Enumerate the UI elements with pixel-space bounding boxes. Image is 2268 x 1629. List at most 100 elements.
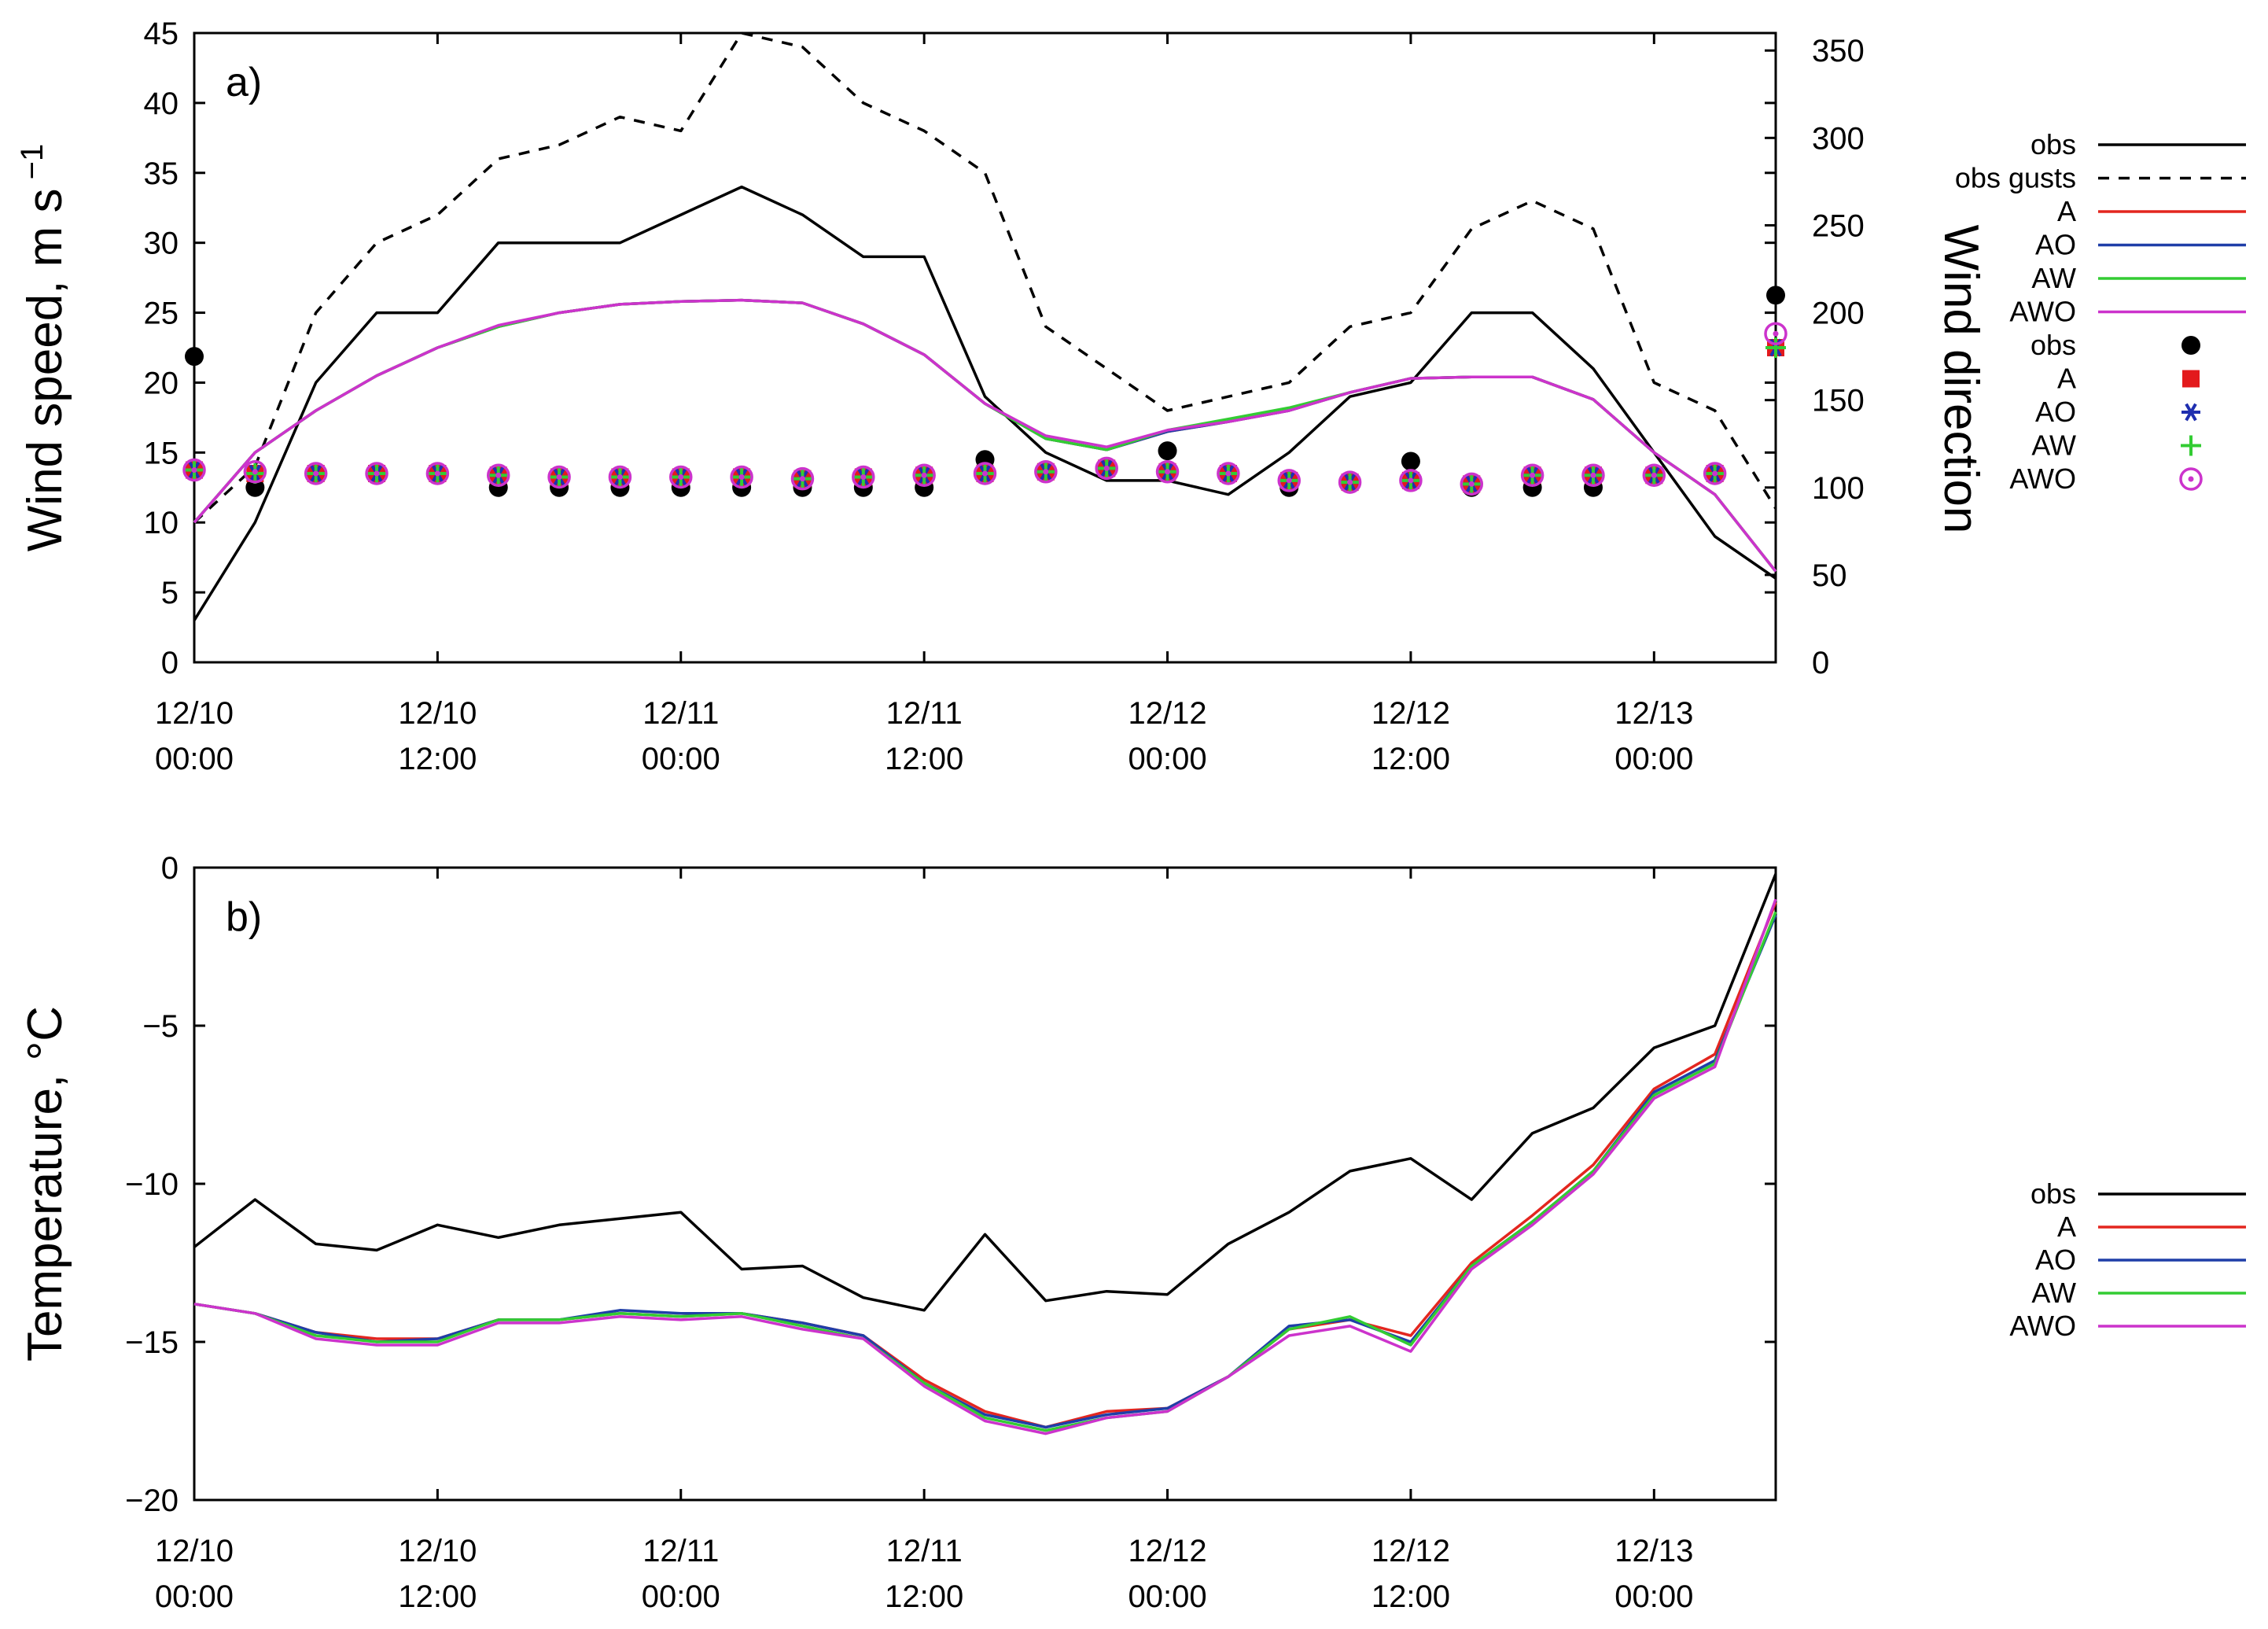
- marker-awo-dot: [434, 470, 440, 477]
- x-tick-time: 00:00: [1614, 1579, 1693, 1614]
- legend-marker-sample: [2181, 435, 2201, 456]
- x-tick-time: 12:00: [1371, 742, 1450, 776]
- marker-awo-dot: [1408, 477, 1414, 484]
- legend-marker-sample-dot: [2188, 476, 2194, 482]
- legend-label: AW: [2031, 1277, 2076, 1309]
- x-tick-date: 12/10: [398, 1534, 477, 1568]
- y2-tick-label: 350: [1812, 34, 1865, 68]
- marker-awo: [1520, 463, 1545, 487]
- marker-awo-dot: [191, 467, 197, 474]
- series-line-obs: [193, 185, 1776, 621]
- y-tick-label: 20: [144, 366, 179, 400]
- legend-label: AO: [2035, 229, 2076, 261]
- y-tick-label: 10: [144, 506, 179, 540]
- marker-awo: [790, 466, 815, 491]
- marker-awo-dot: [1043, 469, 1049, 475]
- legend-label: AWO: [2009, 463, 2076, 495]
- marker-awo-dot: [1468, 481, 1475, 487]
- marker-awo: [425, 462, 450, 485]
- marker-awo-dot: [982, 470, 988, 477]
- marker-awo: [1642, 463, 1666, 487]
- marker-awo: [365, 462, 388, 485]
- marker-awo-dot: [1530, 472, 1536, 478]
- panel-label: a): [226, 60, 262, 105]
- x-tick-date: 12/12: [1371, 696, 1450, 731]
- y2-tick-label: 300: [1812, 121, 1865, 156]
- series-line-obs: [193, 873, 1777, 1312]
- x-tick-date: 12/12: [1128, 696, 1206, 731]
- y-tick-label: −10: [125, 1167, 179, 1202]
- panel-b-temperature: −20 −15 −10 −5 0 12/10 00:00 12/10 12:00 12/11 00:…: [18, 851, 2246, 1614]
- y-tick-label: −20: [125, 1483, 179, 1518]
- marker-obs: [1766, 286, 1785, 305]
- series-line-a: [193, 901, 1777, 1429]
- panel-label: b): [226, 894, 262, 940]
- x-tick-time: 00:00: [1128, 1579, 1206, 1614]
- marker-awo: [182, 458, 206, 482]
- marker-awo-dot: [1103, 465, 1110, 471]
- marker-awo-dot: [860, 474, 867, 480]
- marker-awo-dot: [678, 474, 684, 480]
- marker-awo-dot: [1590, 472, 1596, 478]
- marker-aw: [1765, 337, 1786, 358]
- marker-awo: [912, 463, 936, 487]
- marker-awo-dot: [738, 474, 745, 480]
- marker-obs: [185, 347, 204, 367]
- marker-awo: [730, 465, 753, 489]
- legend-marker-sample: [2181, 336, 2200, 355]
- x-tick-date: 12/10: [398, 696, 477, 731]
- marker-awo: [243, 460, 267, 484]
- marker-awo-dot: [495, 472, 502, 478]
- y-tick-label: 0: [161, 851, 179, 886]
- y-tick-label: 40: [144, 87, 179, 121]
- x-tick-time: 00:00: [642, 1579, 720, 1614]
- y-tick-label: −5: [142, 1009, 179, 1044]
- marker-awo: [1460, 472, 1484, 496]
- marker-awo: [1095, 456, 1118, 481]
- x-tick-time: 12:00: [1371, 1579, 1450, 1614]
- legend-marker-sample: [2181, 403, 2200, 422]
- marker-awo-dot: [1347, 479, 1353, 485]
- x-tick-date: 12/11: [642, 696, 719, 731]
- y2-tick-label: 150: [1812, 384, 1865, 418]
- marker-awo: [1338, 470, 1362, 494]
- series-line-a: [193, 298, 1777, 573]
- marker-awo: [1217, 462, 1240, 485]
- marker-awo: [608, 465, 632, 489]
- x-tick-date: 12/11: [642, 1534, 719, 1568]
- series-line-aw: [193, 298, 1777, 573]
- legend-label: AW: [2031, 262, 2076, 294]
- marker-awo-dot: [252, 469, 258, 475]
- x-tick-time: 00:00: [155, 742, 234, 776]
- marker-awo: [1581, 463, 1605, 487]
- y-axis-label-exponent: −1: [15, 144, 50, 189]
- marker-awo: [852, 465, 875, 489]
- x-tick-date: 12/12: [1371, 1534, 1450, 1568]
- legend-label: AO: [2035, 396, 2076, 428]
- x-tick-date: 12/13: [1614, 696, 1693, 731]
- marker-awo: [1034, 460, 1058, 484]
- y2-axis-label: Wind direction: [1934, 225, 1988, 534]
- x-tick-time: 12:00: [398, 1579, 477, 1614]
- marker-obs: [1158, 441, 1177, 461]
- plot-frame: [193, 866, 1777, 1502]
- legend-label: AWO: [2009, 1310, 2076, 1342]
- y2-tick-label: 100: [1812, 471, 1865, 506]
- marker-awo: [1399, 469, 1423, 492]
- series-line-awo: [193, 298, 1777, 573]
- marker-awo-dot: [313, 470, 319, 477]
- marker-awo-dot: [1225, 470, 1232, 477]
- y-tick-label: 30: [144, 227, 179, 261]
- plot-frame: [193, 31, 1777, 664]
- marker-awo-dot: [617, 474, 623, 480]
- legend-label: A: [2057, 195, 2076, 227]
- legend-label: obs: [2031, 329, 2076, 361]
- marker-awo: [547, 465, 571, 489]
- marker-awo: [1764, 322, 1788, 345]
- legend-label: obs: [2031, 128, 2076, 160]
- x-tick-date: 12/12: [1128, 1534, 1206, 1568]
- y-tick-label: 15: [144, 436, 179, 470]
